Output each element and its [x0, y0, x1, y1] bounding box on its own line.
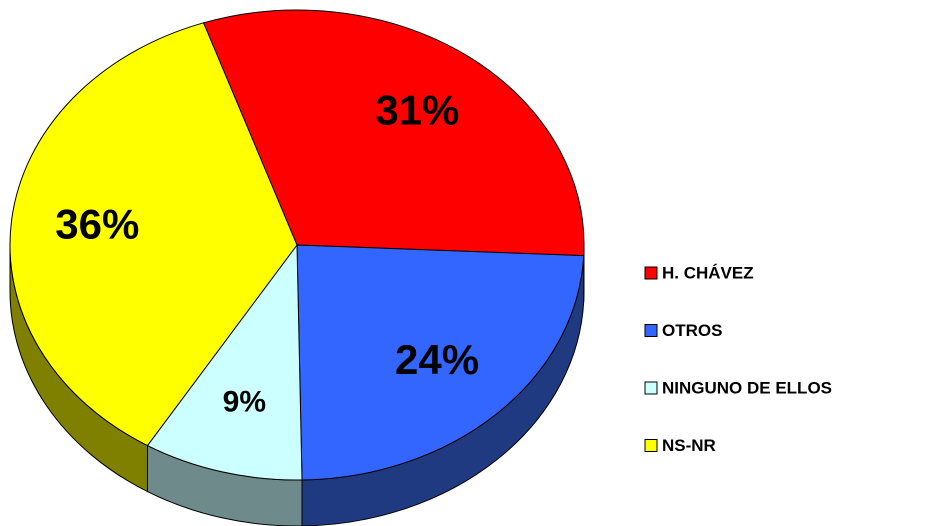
legend: H. CHÁVEZ OTROS NINGUNO DE ELLOS NS-NR [644, 263, 832, 455]
pie-slice [146, 243, 303, 481]
legend-label: OTROS [662, 321, 722, 340]
data-label: 36% [55, 200, 139, 247]
data-label: 24% [395, 336, 479, 383]
pie-sides [9, 244, 585, 526]
legend-swatch [644, 266, 658, 280]
legend-label: NS-NR [662, 436, 716, 455]
legend-swatch [644, 439, 658, 452]
legend-swatch [644, 381, 658, 395]
pie-slice [202, 9, 585, 257]
data-label: 9% [223, 386, 266, 419]
data-labels: 31% 24% 9% 36% [55, 86, 479, 418]
pie-tops [9, 9, 585, 481]
legend-label: H. CHÁVEZ [662, 263, 754, 282]
pie-slice [296, 244, 585, 481]
pie-slice [9, 22, 298, 447]
legend-label: NINGUNO DE ELLOS [662, 378, 832, 397]
legend-swatch [644, 324, 658, 337]
data-label: 31% [375, 86, 459, 133]
